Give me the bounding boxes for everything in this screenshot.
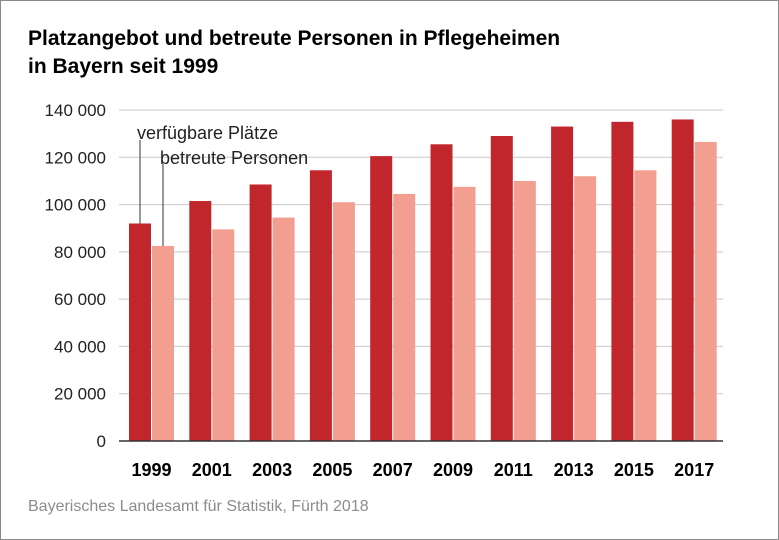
x-tick-label: 2003 xyxy=(252,460,292,480)
bar-betreute-personen xyxy=(272,217,295,441)
y-tick-label: 80 000 xyxy=(54,243,106,262)
legend-label-verfuegbare-plaetze: verfügbare Plätze xyxy=(137,123,278,143)
y-tick-label: 20 000 xyxy=(54,385,106,404)
bar-betreute-personen xyxy=(453,186,476,441)
source-note: Bayerisches Landesamt für Statistik, Für… xyxy=(28,498,369,515)
bar-verfuegbare-plaetze xyxy=(370,156,393,441)
bar-verfuegbare-plaetze xyxy=(309,170,332,441)
y-axis-ticks: 0 20 000 40 000 60 000 80 000 100 000 120 000 1… xyxy=(45,101,106,451)
bar-series xyxy=(129,119,717,442)
legend-label-betreute-personen: betreute Personen xyxy=(160,148,308,168)
bar-verfuegbare-plaetze xyxy=(671,119,694,441)
x-tick-label: 2001 xyxy=(192,460,232,480)
bar-verfuegbare-plaetze xyxy=(189,201,212,441)
bar-betreute-personen xyxy=(393,193,416,441)
chart-title: Platzangebot und betreute Personen in Pf… xyxy=(28,25,748,81)
y-tick-label: 60 000 xyxy=(54,290,106,309)
bar-verfuegbare-plaetze xyxy=(490,136,513,441)
bar-verfuegbare-plaetze xyxy=(611,121,634,442)
bar-betreute-personen xyxy=(152,245,174,441)
x-tick-label: 2011 xyxy=(494,460,533,480)
x-tick-label: 2015 xyxy=(614,460,654,480)
bar-verfuegbare-plaetze xyxy=(249,184,272,441)
bar-betreute-personen xyxy=(634,170,657,441)
x-axis-ticks: 1999 2001 2003 2005 2007 2009 2011 2013 2015 2017 xyxy=(131,460,714,480)
y-tick-label: 120 000 xyxy=(45,148,106,167)
bar-verfuegbare-plaetze xyxy=(129,223,151,441)
bar-betreute-personen xyxy=(212,229,235,441)
y-tick-label: 100 000 xyxy=(45,196,106,215)
bar-betreute-personen xyxy=(332,202,355,441)
chart-title-line-2: in Bayern seit 1999 xyxy=(28,55,219,78)
bar-verfuegbare-plaetze xyxy=(430,144,453,441)
y-tick-label: 40 000 xyxy=(54,337,106,356)
chart-title-line-1: Platzangebot und betreute Personen in Pf… xyxy=(28,27,561,50)
bar-betreute-personen xyxy=(513,180,536,441)
y-tick-label: 140 000 xyxy=(45,101,106,120)
x-tick-label: 2013 xyxy=(554,460,594,480)
x-tick-label: 2009 xyxy=(433,460,473,480)
bar-verfuegbare-plaetze xyxy=(551,126,574,442)
x-tick-label: 2005 xyxy=(312,460,352,480)
series-labels: verfügbare Plätze betreute Personen xyxy=(137,123,308,246)
x-tick-label: 2017 xyxy=(674,460,714,480)
bar-betreute-personen xyxy=(694,141,717,442)
bar-betreute-personen xyxy=(574,176,597,441)
y-tick-label: 0 xyxy=(97,432,106,451)
x-tick-label: 1999 xyxy=(131,460,171,480)
x-tick-label: 2007 xyxy=(373,460,413,480)
